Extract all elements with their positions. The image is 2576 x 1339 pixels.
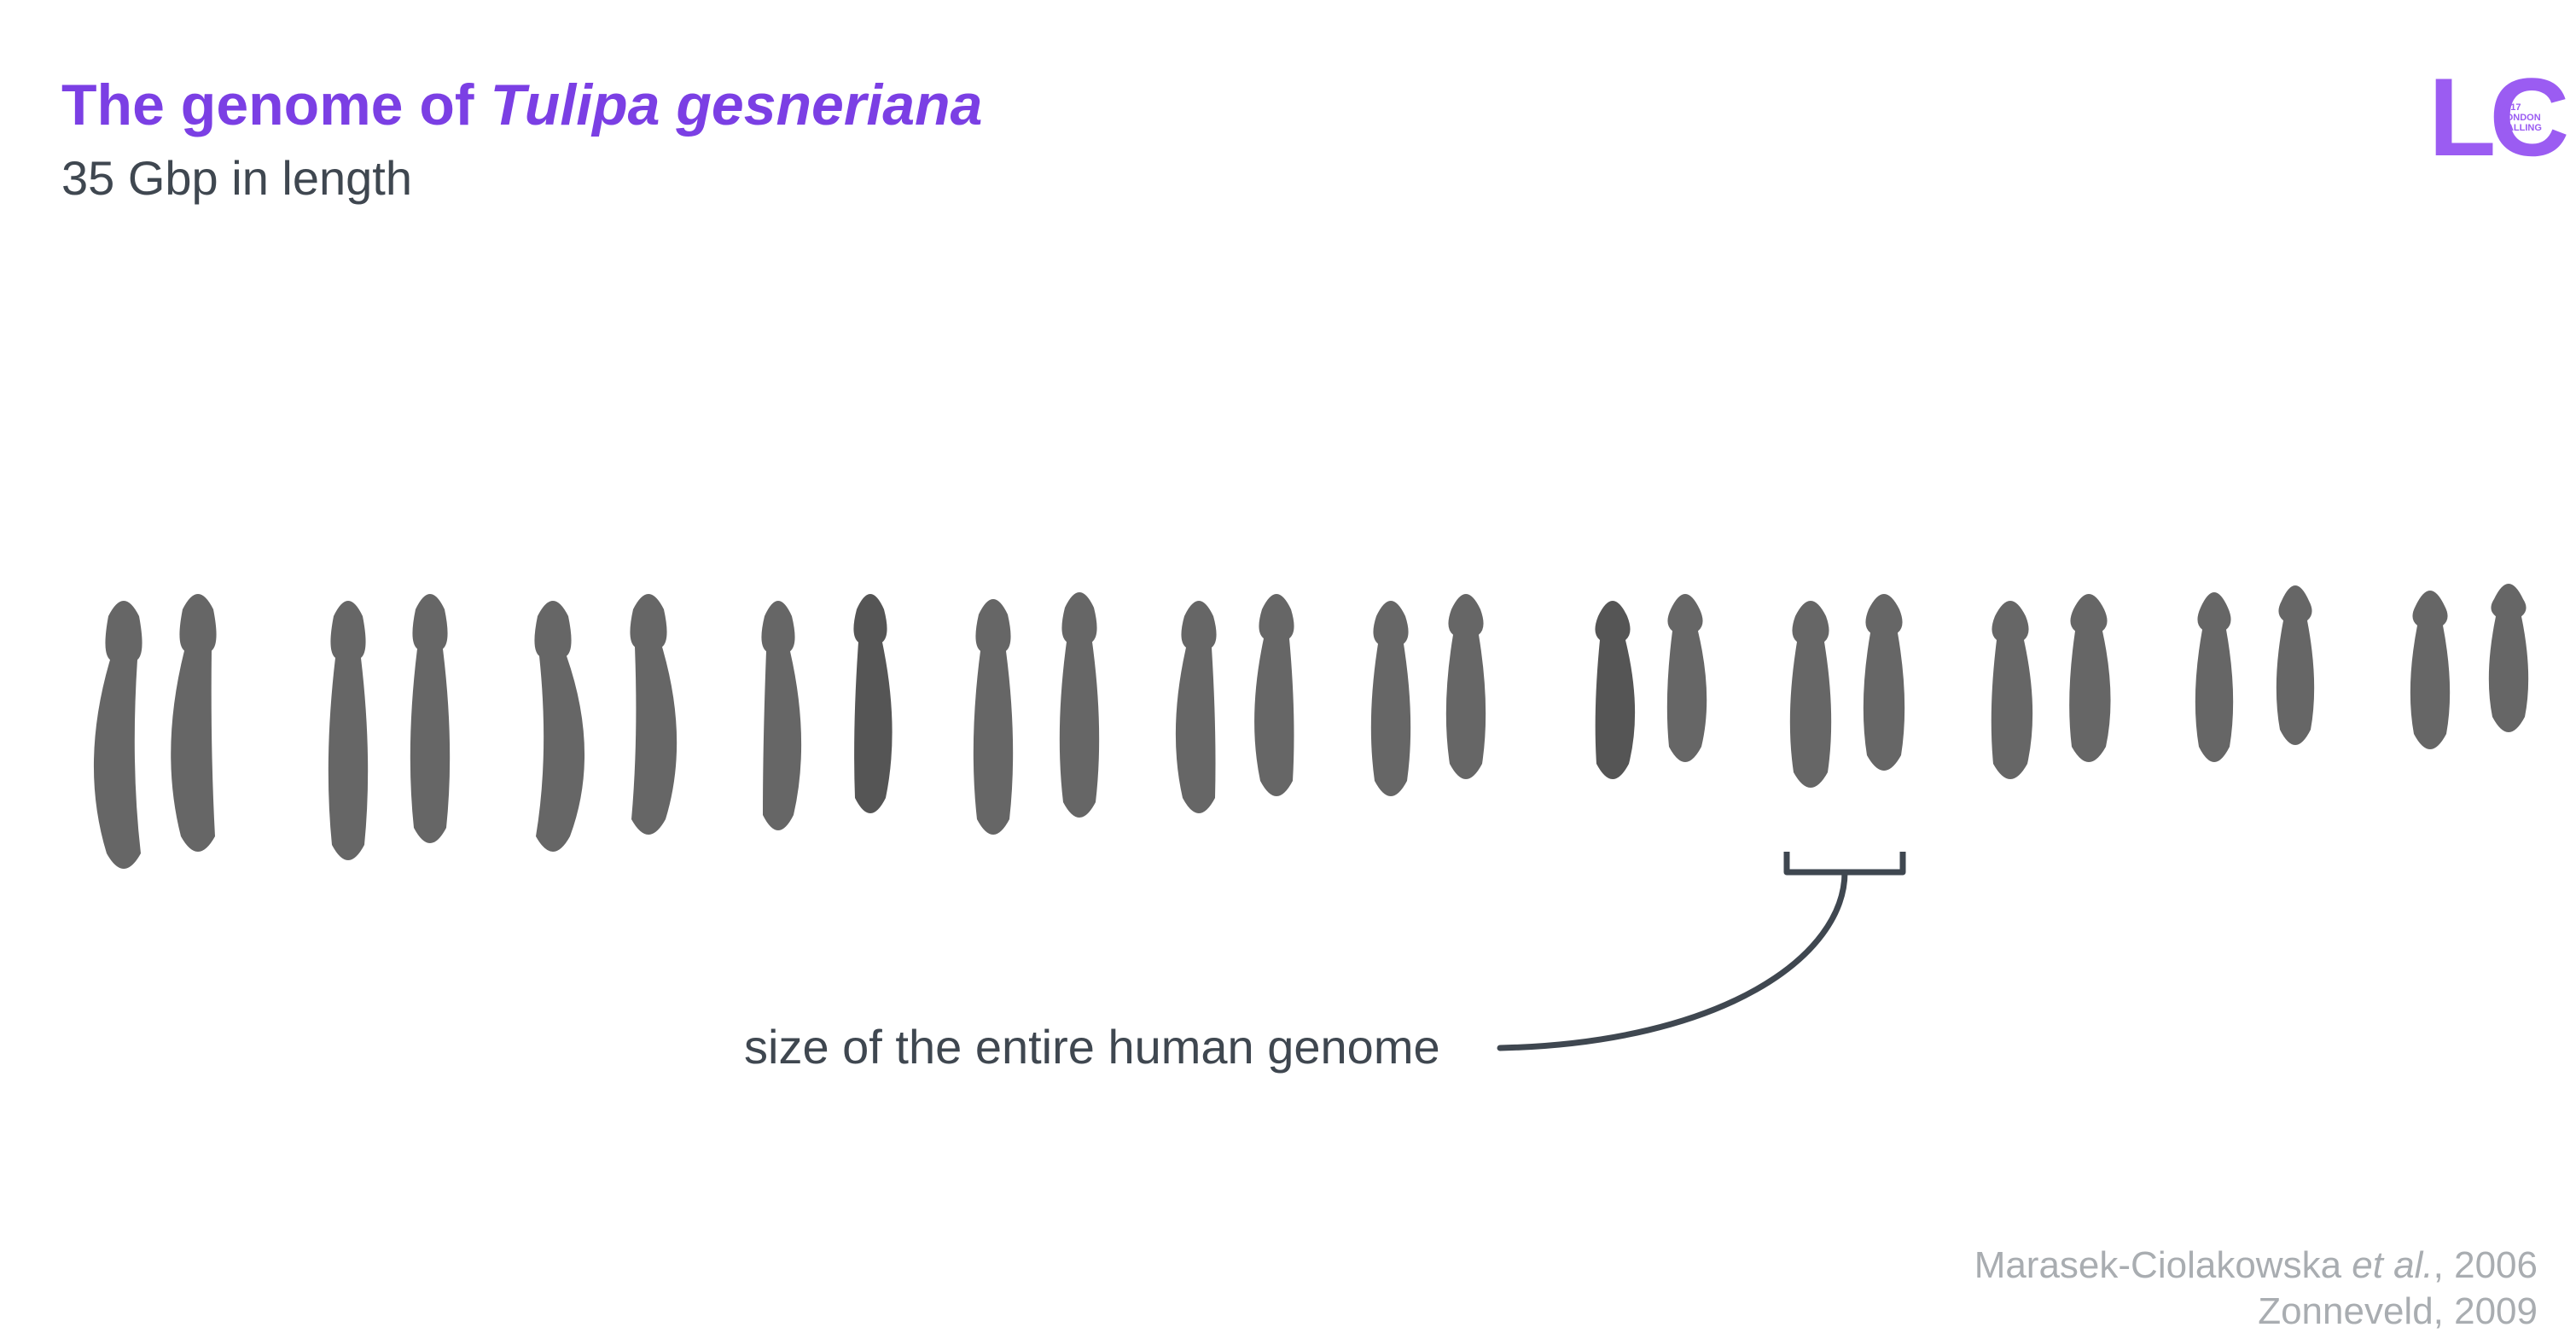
- chromosome-10b: [2069, 594, 2111, 762]
- chromosome-8b: [1666, 594, 1707, 762]
- logo-letters: LC: [2428, 55, 2569, 179]
- chromosome-7b: [1445, 594, 1486, 779]
- citation-line-1: Marasek-Ciolakowska et al., 2006: [1974, 1243, 2538, 1289]
- logo-line1: LONDON: [2500, 113, 2541, 123]
- chromosome-7a: [1370, 601, 1411, 796]
- chromosome-6a: [1175, 601, 1217, 813]
- chromosome-5b: [1059, 592, 1100, 818]
- logo-year: 2017: [2500, 102, 2521, 113]
- chromosome-1b: [171, 594, 217, 852]
- chromosome-9b: [1863, 594, 1905, 771]
- logo-line2: CALLING: [2500, 123, 2542, 133]
- chromosome-10a: [1991, 601, 2033, 779]
- chromosome-12b: [2488, 584, 2529, 732]
- citation: Marasek-Ciolakowska et al., 2006 Zonneve…: [1974, 1243, 2538, 1335]
- chromosome-1a: [93, 601, 142, 869]
- logo-tagline: 2017 LONDON CALLING: [2500, 102, 2551, 133]
- citation-etal: et al.: [2352, 1244, 2434, 1286]
- annotation-label: size of the entire human genome: [744, 1020, 1440, 1074]
- chromosome-9a: [1789, 601, 1832, 788]
- chromosome-3a: [534, 601, 585, 852]
- chromosome-2b: [410, 594, 451, 843]
- chromosome-11a: [2195, 592, 2234, 762]
- chromosome-4a: [761, 601, 802, 830]
- chromosome-4b: [853, 594, 893, 813]
- annotation-connector: [1497, 869, 1848, 1051]
- chromosome-5a: [973, 599, 1014, 835]
- title-species: Tulipa gesneriana: [490, 73, 983, 137]
- citation-authors: Marasek-Ciolakowska: [1974, 1244, 2352, 1286]
- genome-size-bracket: [1783, 852, 1906, 876]
- chromosome-8a: [1595, 601, 1636, 779]
- citation-line-2: Zonneveld, 2009: [2258, 1290, 2538, 1332]
- chromosome-set: [93, 584, 2529, 869]
- chromosome-6b: [1254, 594, 1294, 796]
- slide-title: The genome of Tulipa gesneriana: [61, 73, 982, 137]
- title-prefix: The genome of: [61, 73, 491, 137]
- london-calling-logo: LC 2017 LONDON CALLING: [2428, 61, 2569, 172]
- slide-subtitle: 35 Gbp in length: [61, 151, 412, 205]
- chromosome-12a: [2410, 591, 2451, 749]
- chromosome-3b: [630, 594, 677, 835]
- citation-year-1: , 2006: [2433, 1244, 2538, 1286]
- chromosome-2a: [328, 601, 369, 860]
- chromosome-11b: [2276, 585, 2315, 745]
